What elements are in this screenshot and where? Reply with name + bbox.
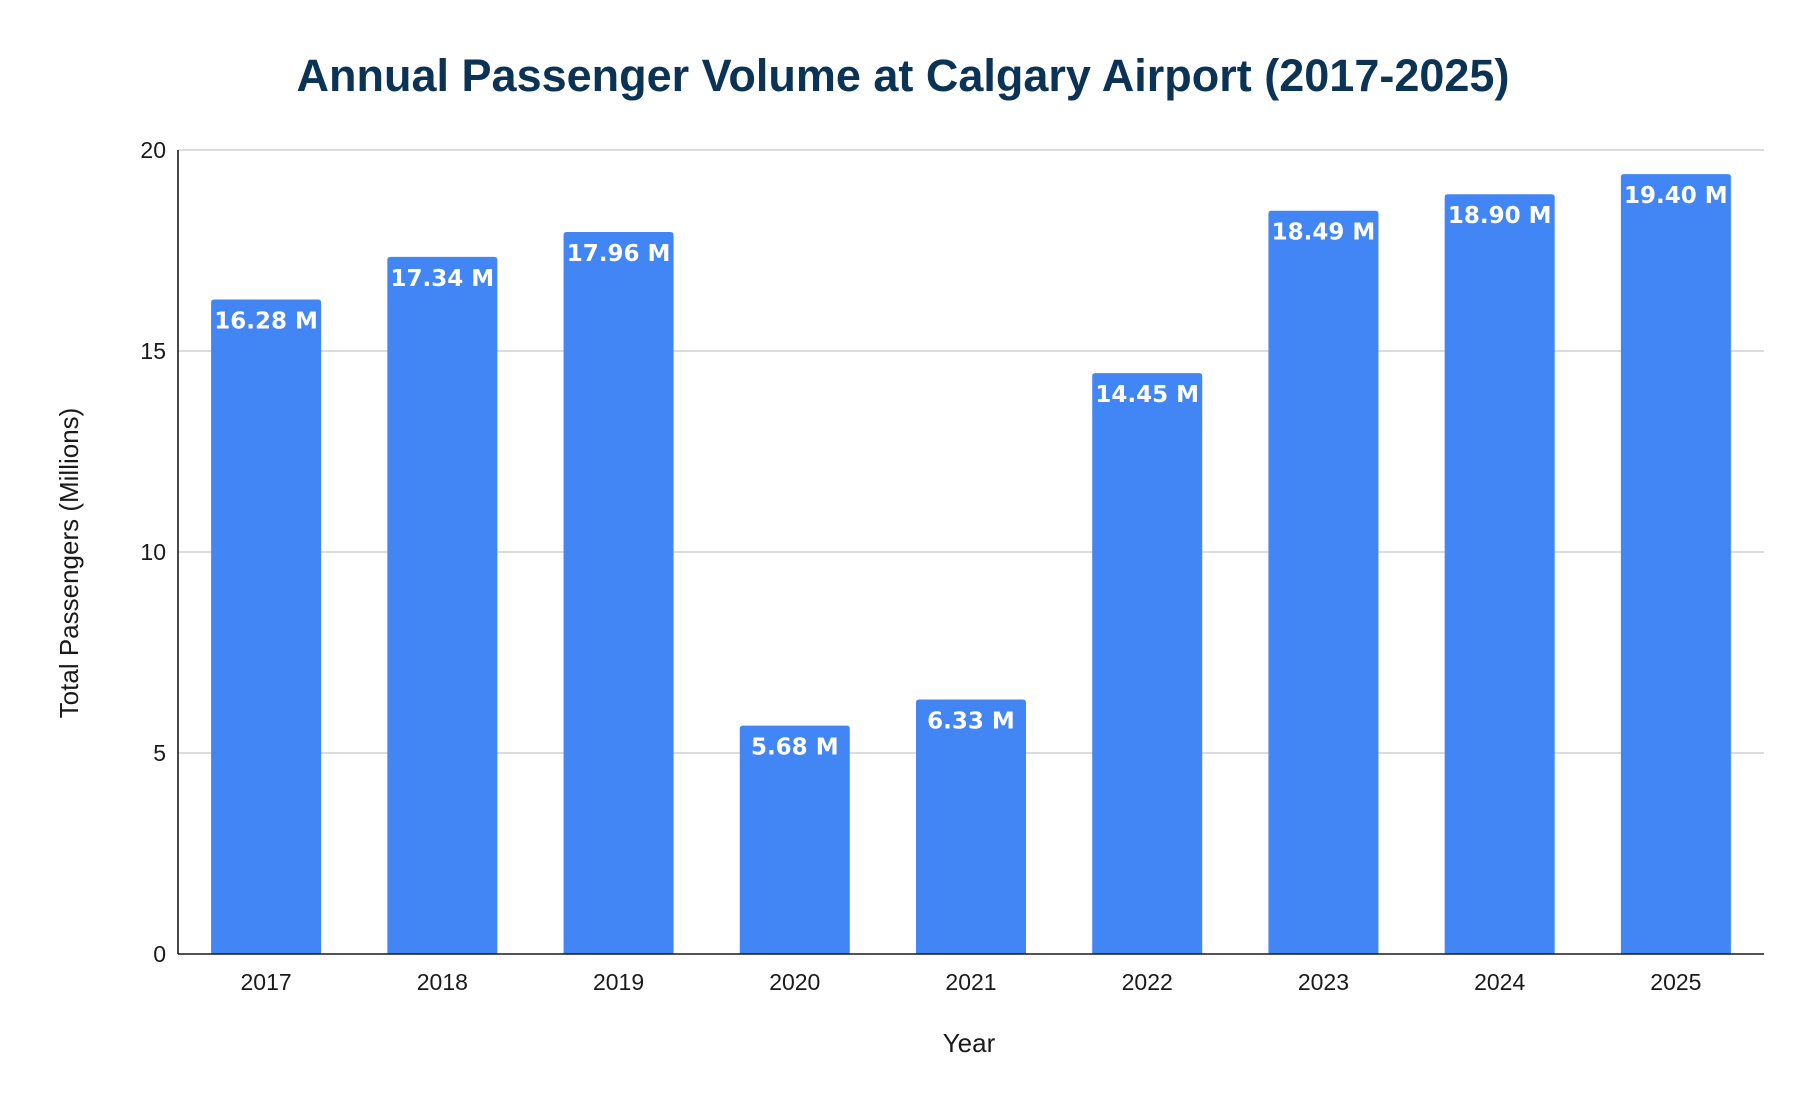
bar-2023 (1268, 210, 1379, 954)
y-tick-label: 5 (153, 740, 166, 766)
bar-2019 (563, 232, 674, 954)
data-label-2024: 18.90 M (1448, 203, 1552, 229)
x-tick-label-2024: 2024 (1474, 969, 1525, 995)
data-label-2020: 5.68 M (751, 735, 839, 761)
chart-title: Annual Passenger Volume at Calgary Airpo… (297, 50, 1510, 101)
data-label-2023: 18.49 M (1272, 220, 1376, 246)
y-tick-label: 20 (140, 137, 166, 163)
x-axis-ticks: 2017 2018 2019 2020 2021 2022 2023 2024 2025 (241, 969, 1702, 995)
data-labels: 16.28 M 17.34 M 17.96 M 5.68 M 6.33 M 14.45 M… (214, 183, 1727, 761)
data-label-2018: 17.34 M (391, 266, 495, 292)
x-axis-title: Year (943, 1028, 996, 1058)
bar-2024 (1444, 194, 1555, 955)
y-tick-label: 15 (140, 338, 166, 364)
y-tick-label: 10 (140, 539, 166, 565)
x-tick-label-2019: 2019 (593, 969, 644, 995)
x-tick-label-2017: 2017 (241, 969, 292, 995)
data-label-2025: 19.40 M (1624, 183, 1728, 209)
bar-2022 (1092, 373, 1203, 954)
data-label-2022: 14.45 M (1095, 382, 1199, 408)
bar-2017 (211, 299, 322, 954)
x-tick-label-2020: 2020 (769, 969, 820, 995)
x-tick-label-2021: 2021 (945, 969, 996, 995)
y-axis-title: Total Passengers (Millions) (54, 408, 84, 719)
x-tick-label-2023: 2023 (1298, 969, 1349, 995)
bar-2025 (1620, 174, 1731, 954)
bar-2018 (387, 256, 498, 954)
data-label-2019: 17.96 M (567, 241, 671, 267)
y-tick-label: 0 (153, 941, 166, 967)
data-label-2017: 16.28 M (214, 309, 318, 335)
data-label-2021: 6.33 M (927, 709, 1015, 735)
bars (211, 174, 1731, 955)
x-tick-label-2018: 2018 (417, 969, 468, 995)
x-tick-label-2022: 2022 (1122, 969, 1173, 995)
bar-2021 (916, 699, 1026, 954)
bar-2020 (739, 725, 850, 954)
y-axis-ticks: 0 5 10 15 20 (140, 137, 166, 967)
x-tick-label-2025: 2025 (1650, 969, 1701, 995)
